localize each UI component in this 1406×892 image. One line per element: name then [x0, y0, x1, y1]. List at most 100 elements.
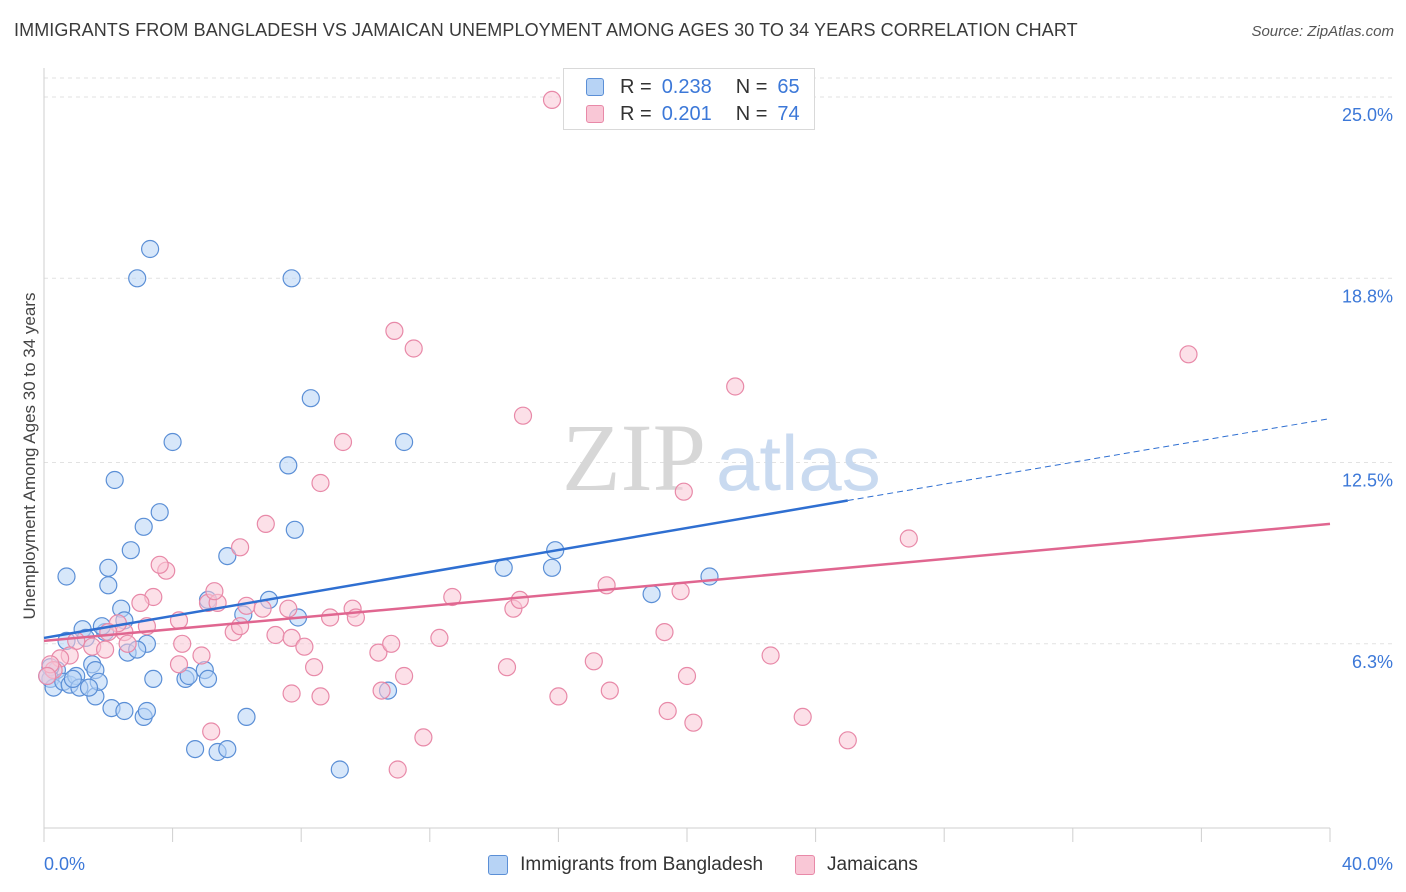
data-point-jamaicans: [205, 582, 224, 601]
data-point-jamaicans: [382, 634, 401, 653]
legend-label: Immigrants from Bangladesh: [520, 854, 764, 875]
data-point-bangladesh: [186, 739, 205, 759]
data-point-bangladesh: [128, 269, 147, 288]
data-point-jamaicans: [202, 722, 221, 741]
data-point-bangladesh: [218, 739, 237, 759]
trendline-jamaicans: [43, 522, 1331, 643]
trendline-bangladesh-extension: [847, 418, 1331, 502]
data-point-jamaicans: [600, 681, 619, 700]
blue-swatch-icon: [586, 78, 604, 96]
data-point-bangladesh: [301, 389, 320, 408]
data-point-bangladesh: [150, 503, 169, 522]
n-value: 65: [777, 75, 800, 98]
data-point-jamaicans: [150, 555, 169, 574]
r-value: 0.201: [661, 102, 712, 125]
data-point-bangladesh: [63, 669, 83, 689]
data-point-jamaicans: [671, 582, 690, 601]
data-point-jamaicans: [404, 339, 423, 358]
data-point-jamaicans: [282, 684, 301, 703]
legend-item-bangladesh[interactable]: Immigrants from Bangladesh: [488, 854, 763, 876]
data-point-jamaicans: [279, 599, 298, 618]
data-point-jamaicans: [549, 687, 568, 706]
data-point-jamaicans: [793, 707, 812, 727]
x-tick-label: 0.0%: [44, 854, 85, 874]
data-point-jamaicans: [1179, 345, 1198, 364]
data-point-jamaicans: [674, 482, 693, 501]
data-point-bangladesh: [79, 678, 99, 697]
pink-swatch-icon: [586, 105, 604, 123]
data-point-bangladesh: [179, 666, 198, 686]
data-point-jamaicans: [231, 617, 250, 636]
data-point-bangladesh: [237, 707, 256, 727]
data-point-jamaicans: [677, 666, 697, 686]
trend-lines: [43, 418, 1331, 643]
data-point-jamaicans: [173, 634, 192, 653]
data-point-jamaicans: [321, 608, 340, 627]
data-point-bangladesh: [57, 567, 76, 586]
data-point-bangladesh: [395, 432, 414, 452]
data-point-jamaicans: [388, 760, 407, 779]
trendline-bangladesh: [43, 499, 848, 640]
data-point-jamaicans: [369, 643, 388, 662]
watermark: ZIP atlas: [562, 404, 881, 511]
data-point-jamaicans: [333, 432, 353, 452]
data-point-jamaicans: [305, 658, 324, 677]
source-credit: Source: ZipAtlas.com: [1251, 23, 1394, 40]
data-point-jamaicans: [266, 625, 285, 645]
data-point-bangladesh: [105, 470, 124, 490]
legend-label: Jamaicans: [827, 854, 918, 875]
data-point-jamaicans: [256, 514, 275, 534]
data-point-jamaicans: [372, 681, 391, 700]
data-point-bangladesh: [330, 760, 349, 779]
data-point-jamaicans: [395, 666, 414, 686]
data-point-bangladesh: [494, 558, 513, 577]
watermark-atlas: atlas: [716, 419, 881, 507]
legend-item-jamaicans[interactable]: Jamaicans: [795, 854, 918, 876]
data-point-bangladesh: [99, 558, 118, 577]
data-point-bangladesh: [121, 541, 140, 560]
series-legend: Immigrants from Bangladesh Jamaicans: [0, 852, 1406, 878]
data-point-jamaicans: [282, 628, 301, 648]
data-point-jamaicans: [295, 637, 314, 656]
r-key: R =: [620, 75, 652, 98]
data-point-bangladesh: [137, 701, 156, 721]
data-point-jamaicans: [237, 596, 256, 615]
data-point-bangladesh: [198, 669, 218, 689]
data-point-jamaicans: [899, 529, 918, 548]
data-point-jamaicans: [231, 538, 250, 557]
data-point-bangladesh: [542, 558, 562, 577]
legend-row-bangladesh: R = 0.238 N = 65: [586, 74, 800, 100]
y-tick-label: 25.0%: [1342, 105, 1393, 125]
n-key: N =: [735, 102, 768, 125]
data-point-bangladesh: [99, 576, 118, 595]
data-point-jamaicans: [761, 646, 780, 665]
data-point-jamaicans: [311, 473, 330, 493]
y-tick-label: 18.8%: [1342, 286, 1393, 306]
series-jamaicans-points: [38, 90, 1198, 779]
tick-labels: 6.3% 12.5% 18.8% 25.0% 0.0% 40.0%: [44, 105, 1393, 874]
data-point-jamaicans: [131, 593, 150, 613]
data-point-jamaicans: [497, 658, 517, 677]
data-point-jamaicans: [192, 646, 211, 665]
data-point-jamaicans: [684, 713, 703, 732]
data-point-jamaicans: [838, 731, 857, 750]
data-point-jamaicans: [726, 377, 745, 396]
r-key: R =: [620, 102, 652, 125]
data-point-jamaicans: [584, 652, 603, 671]
axes: [43, 68, 1331, 842]
data-point-jamaicans: [513, 406, 533, 425]
data-point-bangladesh: [279, 456, 298, 475]
data-point-jamaicans: [658, 701, 677, 721]
pink-swatch-icon: [795, 855, 816, 875]
data-point-bangladesh: [134, 517, 153, 536]
blue-swatch-icon: [488, 855, 509, 875]
data-point-jamaicans: [95, 640, 115, 659]
y-tick-label: 6.3%: [1352, 652, 1393, 672]
n-value: 74: [777, 102, 800, 125]
data-point-jamaicans: [542, 90, 562, 110]
chart-title: IMMIGRANTS FROM BANGLADESH VS JAMAICAN U…: [14, 20, 1078, 40]
x-tick-label: 40.0%: [1342, 854, 1393, 874]
data-point-jamaicans: [169, 655, 189, 674]
correlation-legend: R = 0.238 N = 65 R = 0.201 N = 74: [563, 68, 815, 130]
